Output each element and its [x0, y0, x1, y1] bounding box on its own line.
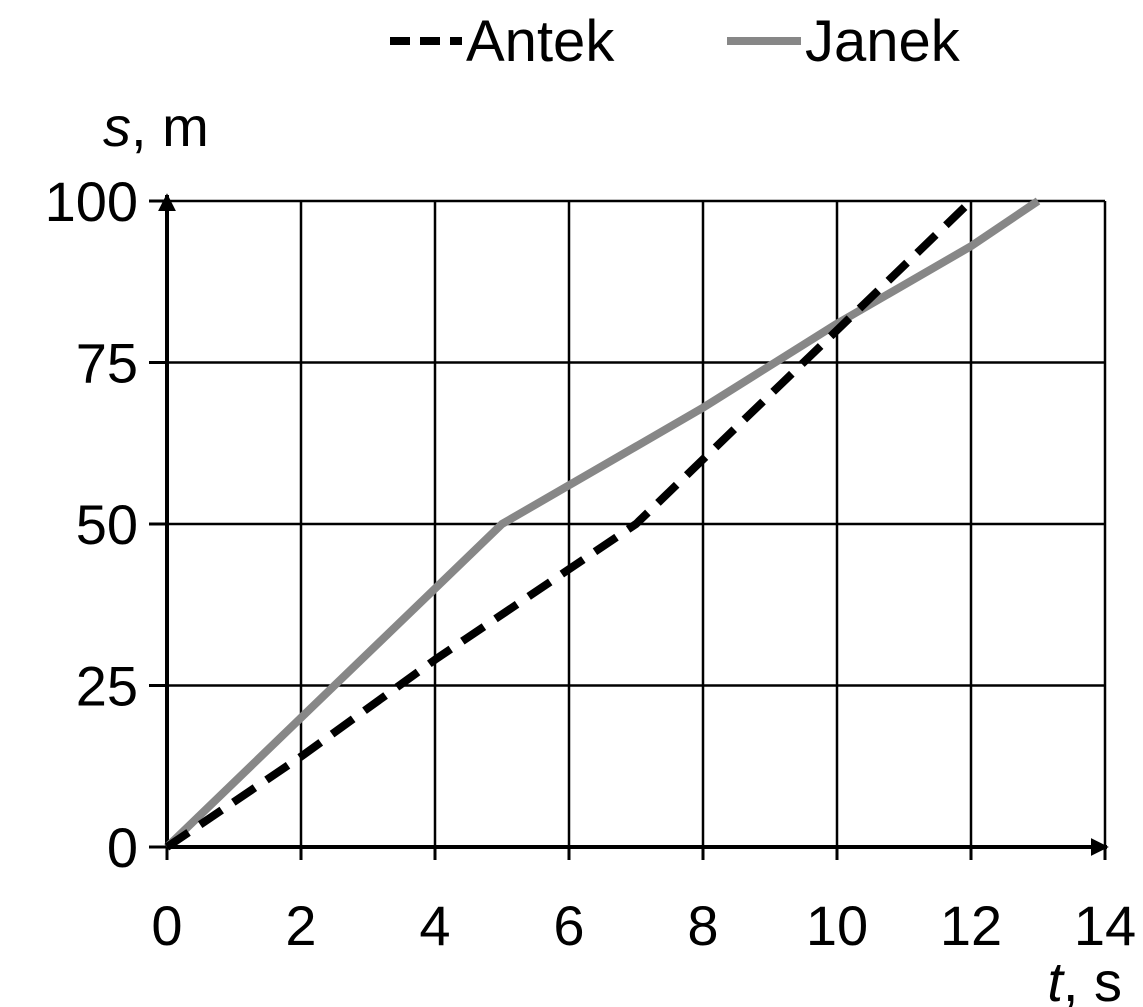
x-tick-label: 2 — [285, 894, 316, 957]
tick-marks — [149, 199, 1107, 860]
x-tick-label: 8 — [687, 894, 718, 957]
y-axis-label-unit: , m — [131, 95, 209, 158]
x-axis-label-unit: , s — [1063, 950, 1122, 1007]
y-axis-label-symbol: s — [103, 95, 131, 158]
y-tick-label: 25 — [76, 655, 138, 718]
series-line-antek — [164, 198, 974, 851]
series-layer — [164, 197, 1041, 851]
y-axis-label: s, m — [103, 95, 209, 158]
legend: Antek Janek — [390, 9, 961, 74]
y-tick-label: 0 — [107, 816, 138, 879]
x-tick-label: 4 — [419, 894, 450, 957]
y-tick-label: 50 — [76, 493, 138, 556]
x-tick-label: 14 — [1074, 894, 1136, 957]
axes — [158, 193, 1109, 856]
y-tick-label: 75 — [76, 332, 138, 395]
x-axis-label-symbol: t — [1047, 950, 1065, 1007]
x-tick-label: 10 — [806, 894, 868, 957]
x-tick-label: 12 — [940, 894, 1002, 957]
y-tick-label: 100 — [45, 170, 138, 233]
grid — [167, 199, 1107, 847]
tick-labels: 0 2 4 6 8 10 12 14 0 25 50 75 100 — [45, 170, 1137, 957]
legend-label-antek: Antek — [466, 9, 615, 74]
x-tick-label: 6 — [553, 894, 584, 957]
legend-label-janek: Janek — [805, 9, 961, 74]
x-axis-label: t, s — [1047, 950, 1122, 1007]
x-tick-label: 0 — [151, 894, 182, 957]
series-line-janek — [164, 197, 1041, 850]
